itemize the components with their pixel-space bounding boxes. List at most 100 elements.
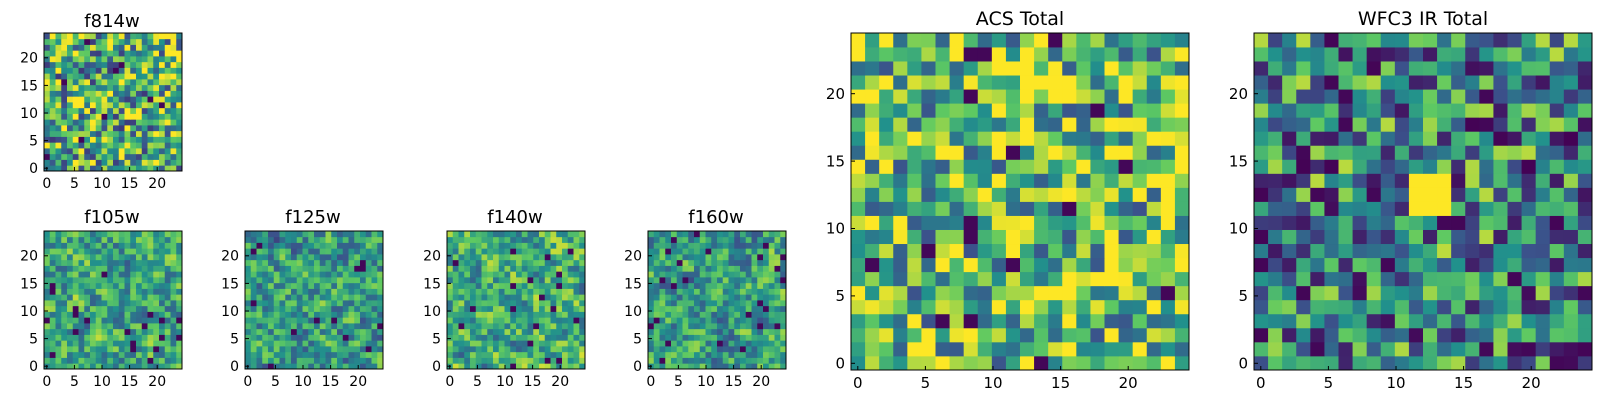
heatmap-cell <box>1048 131 1063 146</box>
heatmap-cell <box>1507 117 1522 132</box>
heatmap-cell <box>751 323 758 330</box>
heatmap-cell <box>907 61 922 76</box>
heatmap-cell <box>124 328 131 335</box>
heatmap-cell <box>107 305 114 312</box>
heatmap-cell <box>963 201 979 216</box>
heatmap-cell <box>1268 355 1283 371</box>
heatmap-cell <box>1324 313 1339 329</box>
heatmap-cell <box>365 277 372 284</box>
heatmap-cell <box>516 340 523 347</box>
heatmap-cell <box>1174 215 1190 230</box>
heatmap-cell <box>722 340 729 347</box>
heatmap-cell <box>1521 131 1537 146</box>
heatmap-cell <box>648 351 655 358</box>
heatmap-cell <box>757 340 764 347</box>
heatmap-cell <box>648 317 655 324</box>
heatmap-cell <box>768 305 775 312</box>
heatmap-cell <box>768 346 775 353</box>
heatmap-cell <box>308 317 315 324</box>
heatmap-cell <box>147 265 154 272</box>
heatmap-cell <box>1062 159 1077 174</box>
heatmap-cell <box>44 305 51 312</box>
heatmap-cell <box>447 265 454 272</box>
heatmap-cell <box>682 340 689 347</box>
heatmap-cell <box>676 317 683 324</box>
heatmap-cell <box>907 313 922 329</box>
heatmap-cell <box>481 317 488 324</box>
heatmap-cell <box>84 300 91 307</box>
heatmap-cell <box>1423 327 1438 343</box>
heatmap-cell <box>1268 285 1283 301</box>
heatmap-cell <box>164 242 171 249</box>
heatmap-cell <box>285 277 292 284</box>
heatmap-cell <box>1132 257 1148 273</box>
heatmap-cell <box>516 294 523 301</box>
heatmap-cell <box>176 300 183 307</box>
heatmap-cell <box>740 288 747 295</box>
heatmap-cell <box>49 328 56 335</box>
heatmap-cell <box>95 119 102 126</box>
heatmap-cell <box>1132 61 1148 76</box>
heatmap-cell <box>567 271 574 278</box>
heatmap-cell <box>1160 341 1176 357</box>
heatmap-cell <box>711 340 718 347</box>
heatmap-cell <box>141 346 148 353</box>
heatmap-cell <box>722 277 729 284</box>
heatmap-cell <box>556 357 563 364</box>
heatmap-cell <box>694 317 701 324</box>
heatmap-cell <box>493 300 500 307</box>
heatmap-cell <box>493 259 500 266</box>
heatmap-cell <box>176 79 183 86</box>
heatmap-cell <box>780 242 787 249</box>
heatmap-cell <box>1380 61 1396 76</box>
heatmap-cell <box>95 346 102 353</box>
heatmap-cell <box>475 323 482 330</box>
heatmap-cell <box>745 242 752 249</box>
heatmap-cell <box>354 248 361 255</box>
x-tick-label: 15 <box>1454 374 1473 392</box>
heatmap-cell <box>671 340 678 347</box>
heatmap-cell <box>296 300 303 307</box>
heatmap-cell <box>377 363 384 370</box>
heatmap-cell <box>331 357 338 364</box>
heatmap-cell <box>1535 271 1551 287</box>
heatmap-cell <box>1479 327 1494 343</box>
heatmap-cell <box>170 165 177 172</box>
heatmap-cell <box>717 363 724 370</box>
heatmap-cell <box>176 351 183 358</box>
heatmap-cell <box>1104 33 1119 48</box>
x-tick-label: 0 <box>42 176 51 192</box>
heatmap-cell <box>705 288 712 295</box>
heatmap-cell <box>72 346 79 353</box>
heatmap-cell <box>963 117 979 132</box>
heatmap-cell <box>481 288 488 295</box>
heatmap-cell <box>319 294 326 301</box>
heatmap-cell <box>256 288 263 295</box>
heatmap-cell <box>1146 341 1162 357</box>
heatmap-cell <box>130 265 137 272</box>
heatmap-cell <box>1296 299 1311 315</box>
heatmap-cells <box>851 33 1190 371</box>
heatmap-cell <box>153 67 160 74</box>
heatmap-cell <box>262 346 269 353</box>
heatmap-cell <box>164 277 171 284</box>
heatmap-cell <box>55 44 62 51</box>
heatmap-cell <box>302 357 309 364</box>
heatmap-cell <box>740 357 747 364</box>
heatmap-cell <box>653 317 660 324</box>
heatmap-cell <box>921 271 936 287</box>
heatmap-cell <box>101 357 108 364</box>
heatmap-cell <box>44 242 51 249</box>
heatmap-cell <box>516 300 523 307</box>
heatmap-cell <box>504 340 511 347</box>
heatmap-cell <box>659 271 666 278</box>
heatmap-cell <box>159 254 166 261</box>
heatmap-cell <box>141 84 148 91</box>
heatmap-cell <box>84 271 91 278</box>
heatmap-cell <box>1296 145 1311 160</box>
heatmap-cell <box>130 351 137 358</box>
heatmap-cell <box>308 259 315 266</box>
x-tick-label: 10 <box>697 374 715 390</box>
heatmap-cell <box>164 73 171 80</box>
